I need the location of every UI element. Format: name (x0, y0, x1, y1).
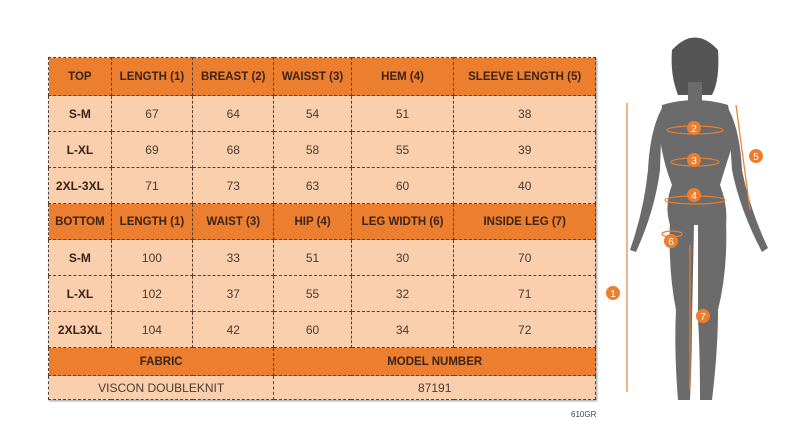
table-cell: 32 (350, 275, 455, 312)
column-header: BREAST (2) (192, 57, 275, 96)
table-cell: 55 (350, 131, 455, 168)
table-cell: 34 (350, 311, 455, 348)
marker-5: 5 (749, 149, 763, 163)
table-cell: 42 (192, 311, 275, 348)
marker-circle (687, 188, 701, 202)
bottom-row: 2XL3XL 104 42 60 34 72 (48, 311, 596, 348)
marker-1: 1 (606, 286, 620, 300)
column-header: TOP (48, 57, 112, 96)
marker-label: 2 (691, 124, 697, 135)
table-cell: 69 (110, 131, 194, 168)
table-cell: 72 (453, 311, 596, 348)
size-chart-table: TOP LENGTH (1) BREAST (2) WAISST (3) HEM (4)… (47, 57, 596, 400)
column-header: MODEL NUMBER (273, 347, 596, 376)
bottom-row: S-M 100 33 51 30 70 (48, 239, 596, 276)
body-measurement-figure: 1 2 3 4 5 6 7 (606, 37, 768, 400)
marker-circle (664, 234, 678, 248)
table-cell: 73 (192, 167, 275, 204)
table-cell: 33 (192, 239, 275, 276)
silhouette (630, 37, 768, 400)
marker-6: 6 (664, 234, 678, 248)
marker-3: 3 (687, 153, 701, 167)
table-cell: 2XL3XL (48, 311, 112, 348)
table-cell: 71 (453, 275, 596, 312)
column-header: LENGTH (1) (110, 57, 194, 96)
product-code: 610GR (571, 410, 597, 419)
table-cell: 64 (192, 95, 275, 132)
table-cell: 55 (273, 275, 352, 312)
column-header: SLEEVE LENGTH (5) (453, 57, 596, 96)
top-row: L-XL 69 68 58 55 39 (48, 131, 596, 168)
column-header: HIP (4) (273, 203, 352, 240)
marker-2: 2 (687, 121, 701, 135)
table-cell: 51 (350, 95, 455, 132)
table-cell: 40 (453, 167, 596, 204)
table-cell: 38 (453, 95, 596, 132)
marker-label: 4 (691, 191, 697, 202)
column-header: LEG WIDTH (6) (350, 203, 455, 240)
bottom-header-row: BOTTOM LENGTH (1) WAIST (3) HIP (4) LEG WIDT… (48, 203, 596, 240)
table-cell: 63 (273, 167, 352, 204)
marker-label: 6 (668, 237, 674, 248)
marker-circle (687, 121, 701, 135)
column-header: INSIDE LEG (7) (453, 203, 596, 240)
table-cell: 71 (110, 167, 194, 204)
info-header-row: FABRIC MODEL NUMBER (47, 347, 596, 376)
table-cell: 30 (350, 239, 455, 276)
table-cell: 39 (453, 131, 596, 168)
table-cell: L-XL (48, 131, 112, 168)
column-header: WAISST (3) (273, 57, 352, 96)
marker-circle (606, 286, 620, 300)
table-cell: 2XL-3XL (48, 167, 112, 204)
table-cell: L-XL (48, 275, 112, 312)
marker-circle (749, 149, 763, 163)
marker-label: 7 (700, 312, 706, 323)
top-row: S-M 67 64 54 51 38 (48, 95, 596, 132)
marker-circle (687, 153, 701, 167)
marker-7: 7 (696, 309, 710, 323)
marker-circle (696, 309, 710, 323)
column-header: LENGTH (1) (110, 203, 194, 240)
table-cell: 70 (453, 239, 596, 276)
table-cell: 87191 (273, 375, 596, 400)
table-cell: VISCON DOUBLEKNIT (47, 375, 275, 400)
table-cell: 54 (273, 95, 352, 132)
table-cell: S-M (48, 239, 112, 276)
table-cell: 37 (192, 275, 275, 312)
table-cell: 68 (192, 131, 275, 168)
marker-4: 4 (687, 188, 701, 202)
column-header: HEM (4) (350, 57, 455, 96)
info-row: VISCON DOUBLEKNIT 87191 (47, 375, 596, 400)
table-cell: 60 (273, 311, 352, 348)
table-cell: 104 (110, 311, 194, 348)
column-header: BOTTOM (48, 203, 112, 240)
top-row: 2XL-3XL 71 73 63 60 40 (48, 167, 596, 204)
column-header: WAIST (3) (192, 203, 275, 240)
table-cell: 60 (350, 167, 455, 204)
table-cell: 58 (273, 131, 352, 168)
top-header-row: TOP LENGTH (1) BREAST (2) WAISST (3) HEM (4)… (48, 57, 596, 96)
table-cell: S-M (48, 95, 112, 132)
column-header: FABRIC (47, 347, 275, 376)
table-cell: 102 (110, 275, 194, 312)
marker-label: 3 (691, 156, 697, 167)
table-cell: 67 (110, 95, 194, 132)
marker-label: 5 (753, 152, 759, 163)
bottom-row: L-XL 102 37 55 32 71 (48, 275, 596, 312)
marker-label: 1 (610, 289, 616, 300)
table-cell: 100 (110, 239, 194, 276)
table-cell: 51 (273, 239, 352, 276)
